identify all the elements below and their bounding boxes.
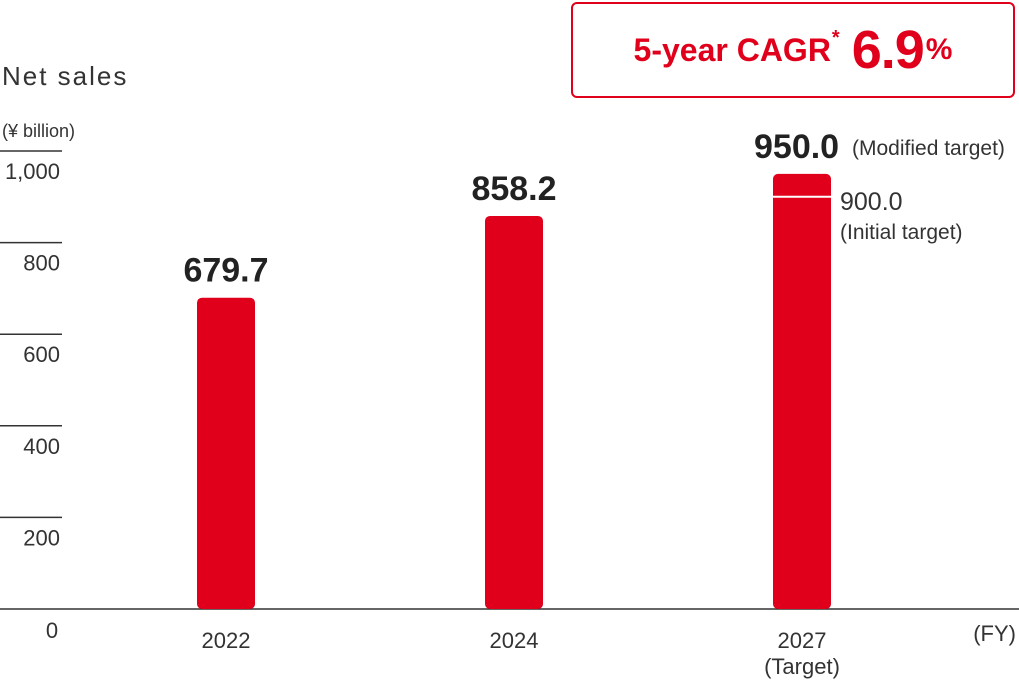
cagr-value: 6.9 — [851, 20, 925, 80]
y-tick-label: 0 — [46, 618, 58, 643]
cagr-label: 5-year CAGR — [633, 31, 831, 68]
bar-value-label: 858.2 — [471, 170, 556, 208]
cagr-unit: % — [925, 33, 953, 66]
initial-target-note: (Initial target) — [840, 221, 963, 244]
y-tick-label: 600 — [23, 342, 60, 367]
y-tick-label: 800 — [23, 251, 60, 276]
x-category-label: 2024 — [490, 628, 539, 653]
initial-target-value: 900.0 — [840, 188, 903, 216]
x-category-label: 2027 — [778, 628, 827, 653]
y-tick-label: 200 — [23, 525, 60, 550]
x-category-sublabel: (Target) — [764, 654, 840, 679]
bar-layer — [197, 173, 831, 609]
cagr-callout: 5-year CAGR * 6.9 % — [571, 2, 1015, 98]
cagr-asterisk: * — [831, 26, 840, 49]
y-tick-label: 1,000 — [5, 159, 60, 184]
chart-title: Net sales — [2, 61, 128, 91]
bar — [485, 215, 543, 609]
bar-value-note: (Modified target) — [852, 137, 1005, 160]
bar-value-label: 679.7 — [183, 252, 268, 290]
y-axis-unit-label: (¥ billion) — [2, 121, 75, 141]
label-layer: 679.7 2022 858.2 2024 950.0 (Modified target)… — [183, 128, 1004, 679]
x-category-label: 2022 — [202, 628, 251, 653]
x-axis-unit-label: (FY) — [973, 621, 1016, 646]
bar-value-label: 950.0 — [754, 128, 839, 166]
y-tick-label: 400 — [23, 434, 60, 459]
bar — [197, 297, 255, 609]
bar — [773, 173, 831, 609]
